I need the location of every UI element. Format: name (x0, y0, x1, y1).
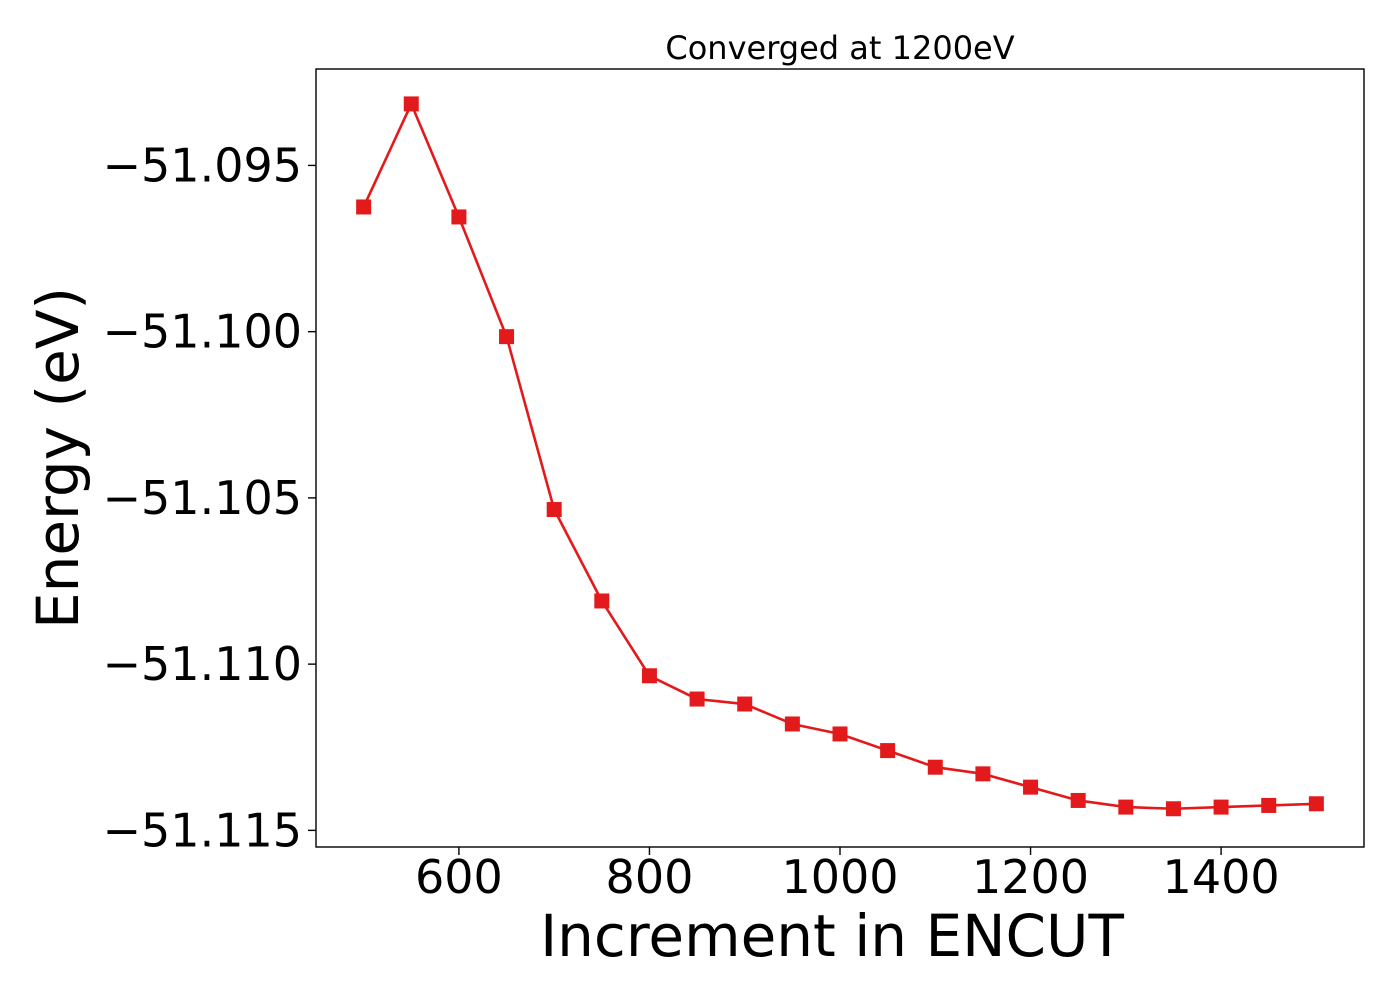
data-point-900 (737, 696, 753, 712)
x-tick-label: 800 (606, 850, 694, 904)
data-point-1350 (1165, 801, 1181, 817)
data-point-1300 (1118, 799, 1134, 815)
x-tick-label: 1400 (1163, 850, 1280, 904)
data-point-1000 (832, 726, 848, 742)
data-point-700 (546, 502, 562, 518)
data-point-1200 (1023, 779, 1039, 795)
y-tick-label: −51.115 (103, 803, 303, 857)
y-axis-label: Energy (eV) (24, 287, 92, 629)
data-point-850 (689, 691, 705, 707)
data-point-1150 (975, 766, 991, 782)
x-tick-label: 1200 (972, 850, 1089, 904)
data-point-600 (451, 209, 467, 225)
y-axis: −51.095 −51.100 −51.105 −51.110 −51.115 (103, 138, 316, 857)
data-point-800 (641, 668, 657, 684)
x-tick-label: 1000 (781, 850, 898, 904)
x-axis: 600 800 1000 1200 1400 (415, 847, 1280, 904)
series-line-0 (362, 102, 1317, 811)
y-tick-label: −51.100 (103, 305, 303, 359)
data-point-1450 (1261, 797, 1277, 813)
data-point-1400 (1213, 799, 1229, 815)
y-tick-label: −51.110 (103, 637, 303, 691)
x-tick-label: 600 (415, 850, 503, 904)
plot-area (356, 96, 1324, 817)
data-point-550 (403, 96, 419, 112)
chart-title: Converged at 1200eV (665, 29, 1014, 67)
data-point-1500 (1308, 796, 1324, 812)
data-point-500 (356, 199, 372, 215)
data-point-950 (784, 716, 800, 732)
data-point-1250 (1070, 792, 1086, 808)
data-point-1100 (927, 759, 943, 775)
y-tick-label: −51.105 (103, 471, 303, 525)
data-point-650 (499, 329, 515, 345)
data-point-750 (594, 593, 610, 609)
data-point-1050 (880, 743, 896, 759)
x-axis-label: Increment in ENCUT (540, 902, 1124, 970)
y-tick-label: −51.095 (103, 138, 303, 192)
